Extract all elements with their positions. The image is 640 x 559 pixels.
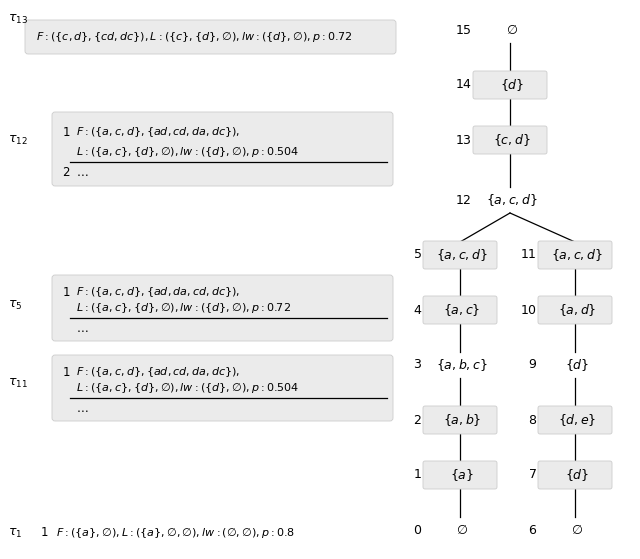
Text: $\{d\}$: $\{d\}$: [500, 77, 524, 93]
Text: $2$: $2$: [62, 167, 70, 179]
Text: $\{c, d\}$: $\{c, d\}$: [493, 132, 531, 148]
Text: $\emptyset$: $\emptyset$: [506, 23, 518, 37]
Text: $F : (\{a,c,d\}, \{ad, da, cd, dc\}),$: $F : (\{a,c,d\}, \{ad, da, cd, dc\}),$: [76, 285, 240, 299]
FancyBboxPatch shape: [423, 296, 497, 324]
Text: $\{a, c\}$: $\{a, c\}$: [444, 302, 481, 318]
Text: $\tau_5$: $\tau_5$: [8, 299, 22, 311]
Text: $5$: $5$: [413, 249, 422, 262]
FancyBboxPatch shape: [473, 71, 547, 99]
FancyBboxPatch shape: [538, 296, 612, 324]
FancyBboxPatch shape: [52, 355, 393, 421]
Text: $15$: $15$: [455, 23, 472, 36]
Text: $\tau_{11}$: $\tau_{11}$: [8, 376, 28, 390]
Text: $\{d\}$: $\{d\}$: [565, 467, 589, 483]
Text: $1$: $1$: [62, 126, 70, 139]
Text: $1$: $1$: [40, 527, 49, 539]
Text: $F : (\{a\}, \emptyset), L : (\{a\}, \emptyset, \emptyset), lw : (\emptyset, \em: $F : (\{a\}, \emptyset), L : (\{a\}, \em…: [56, 526, 295, 540]
Text: $7$: $7$: [528, 468, 537, 481]
Text: $12$: $12$: [456, 193, 472, 206]
Text: $2$: $2$: [413, 414, 422, 427]
Text: $\cdots$: $\cdots$: [76, 323, 88, 335]
Text: $11$: $11$: [520, 249, 537, 262]
Text: $\emptyset$: $\emptyset$: [571, 523, 583, 537]
FancyBboxPatch shape: [538, 461, 612, 489]
FancyBboxPatch shape: [423, 461, 497, 489]
Text: $4$: $4$: [413, 304, 422, 316]
FancyBboxPatch shape: [52, 112, 393, 186]
Text: $L : (\{a,c\}, \{d\}, \emptyset), lw : (\{d\}, \emptyset), p : 0.504$: $L : (\{a,c\}, \{d\}, \emptyset), lw : (…: [76, 381, 300, 395]
Text: $\{d\}$: $\{d\}$: [565, 357, 589, 373]
FancyBboxPatch shape: [423, 241, 497, 269]
FancyBboxPatch shape: [538, 241, 612, 269]
Text: $\{a, c, d\}$: $\{a, c, d\}$: [436, 247, 488, 263]
FancyBboxPatch shape: [538, 406, 612, 434]
Text: $\cdots$: $\cdots$: [76, 402, 88, 415]
Text: $\tau_{13}$: $\tau_{13}$: [8, 13, 28, 26]
Text: $F:(\{c,d\}, \{cd, dc\}), L:(\{c\}, \{d\}, \emptyset), lw:(\{d\}, \emptyset), p:: $F:(\{c,d\}, \{cd, dc\}), L:(\{c\}, \{d\…: [36, 30, 352, 44]
Text: $\cdots$: $\cdots$: [76, 167, 88, 179]
FancyBboxPatch shape: [423, 406, 497, 434]
Text: $\{d, e\}$: $\{d, e\}$: [558, 412, 596, 428]
Text: $\{a, c, d\}$: $\{a, c, d\}$: [486, 192, 538, 208]
Text: $F : (\{a,c,d\}, \{ad, cd, da, dc\}),$: $F : (\{a,c,d\}, \{ad, cd, da, dc\}),$: [76, 125, 240, 139]
Text: $13$: $13$: [455, 134, 472, 146]
Text: $\tau_1$: $\tau_1$: [8, 527, 22, 539]
Text: $14$: $14$: [455, 78, 472, 92]
FancyBboxPatch shape: [473, 126, 547, 154]
Text: $L : (\{a,c\}, \{d\}, \emptyset), lw : (\{d\}, \emptyset), p : 0.504$: $L : (\{a,c\}, \{d\}, \emptyset), lw : (…: [76, 145, 300, 159]
FancyBboxPatch shape: [25, 20, 396, 54]
Text: $\{a, d\}$: $\{a, d\}$: [558, 302, 596, 318]
Text: $\{a, b\}$: $\{a, b\}$: [443, 412, 481, 428]
Text: $\{a\}$: $\{a\}$: [450, 467, 474, 483]
Text: $8$: $8$: [528, 414, 537, 427]
Text: $3$: $3$: [413, 358, 422, 372]
FancyBboxPatch shape: [52, 275, 393, 341]
Text: $F : (\{a,c,d\}, \{ad, cd, da, dc\}),$: $F : (\{a,c,d\}, \{ad, cd, da, dc\}),$: [76, 365, 240, 379]
Text: $9$: $9$: [528, 358, 537, 372]
Text: $10$: $10$: [520, 304, 537, 316]
Text: $L : (\{a,c\}, \{d\}, \emptyset), lw : (\{d\}, \emptyset), p : 0.72$: $L : (\{a,c\}, \{d\}, \emptyset), lw : (…: [76, 301, 291, 315]
Text: $1$: $1$: [62, 366, 70, 378]
Text: $\{a, c, d\}$: $\{a, c, d\}$: [551, 247, 603, 263]
Text: $\tau_{12}$: $\tau_{12}$: [8, 134, 28, 146]
Text: $6$: $6$: [528, 523, 537, 537]
Text: $0$: $0$: [413, 523, 422, 537]
Text: $1$: $1$: [62, 286, 70, 299]
Text: $\{a, b, c\}$: $\{a, b, c\}$: [436, 357, 488, 373]
Text: $1$: $1$: [413, 468, 422, 481]
Text: $\emptyset$: $\emptyset$: [456, 523, 468, 537]
